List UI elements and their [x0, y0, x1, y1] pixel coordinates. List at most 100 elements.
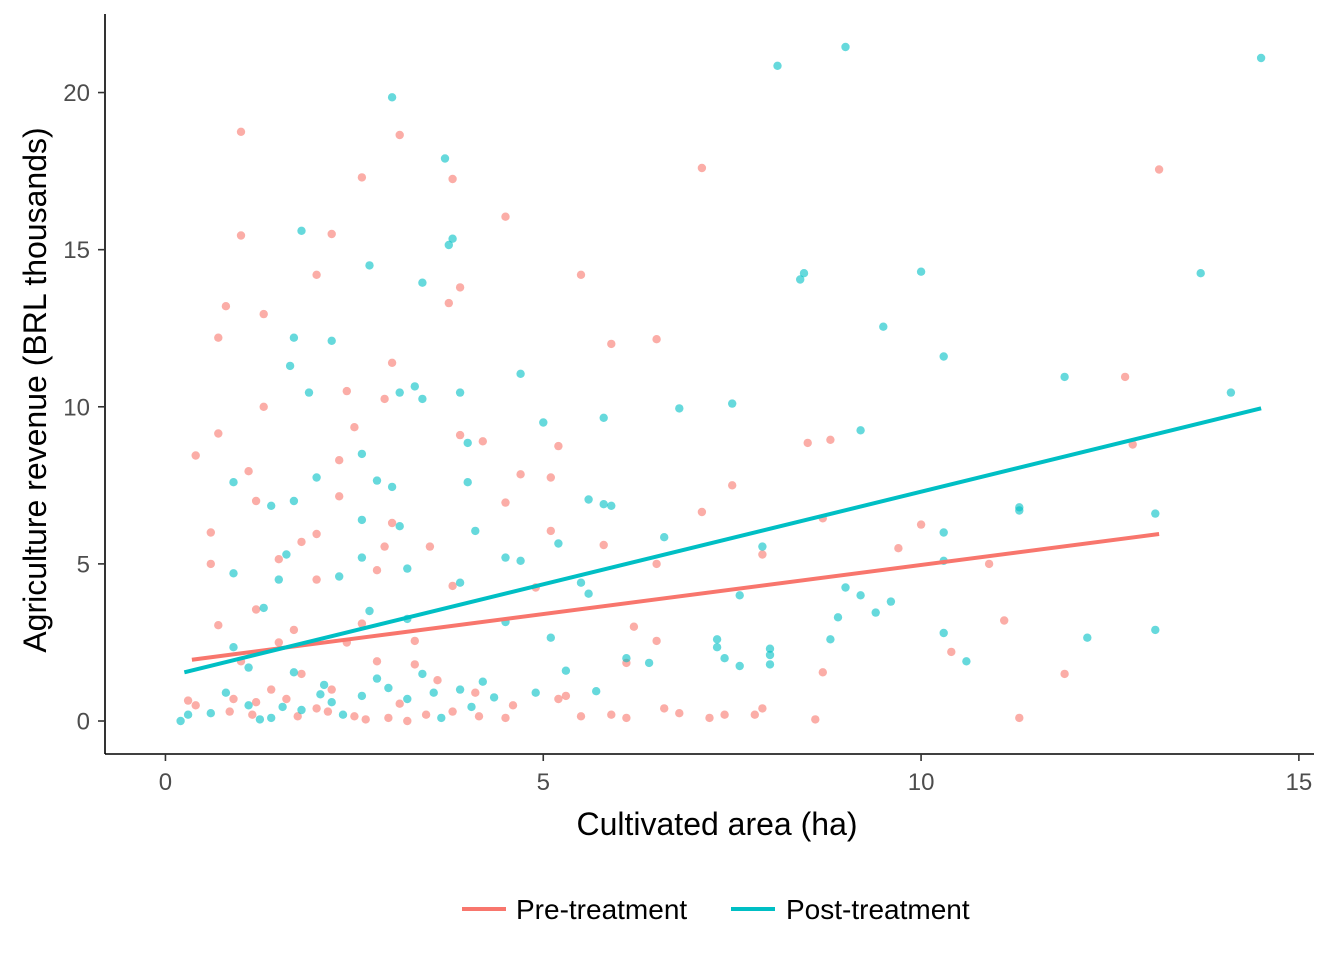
data-point-post-treatment-50	[939, 528, 948, 537]
data-point-pre-treatment-46	[758, 550, 767, 559]
data-point-pre-treatment-8	[576, 270, 586, 279]
points-layer	[176, 42, 1266, 726]
data-point-post-treatment-2	[773, 61, 782, 70]
data-point-pre-treatment-39	[312, 529, 321, 539]
data-point-pre-treatment-30	[728, 481, 737, 490]
data-point-pre-treatment-26	[554, 441, 563, 451]
data-point-pre-treatment-113	[421, 710, 431, 719]
data-point-post-treatment-12	[916, 267, 926, 276]
data-point-pre-treatment-29	[546, 473, 555, 482]
data-point-post-treatment-17	[939, 352, 948, 361]
data-point-post-treatment-5	[297, 226, 306, 235]
data-point-pre-treatment-28	[516, 470, 525, 479]
data-point-pre-treatment-22	[455, 430, 465, 440]
data-point-pre-treatment-34	[697, 507, 707, 517]
data-point-post-treatment-14	[879, 322, 888, 331]
data-point-pre-treatment-62	[652, 636, 661, 646]
data-point-pre-treatment-77	[501, 713, 510, 723]
data-point-post-treatment-117	[429, 688, 438, 697]
data-point-post-treatment-39	[289, 496, 299, 506]
data-point-post-treatment-118	[489, 693, 499, 702]
data-point-pre-treatment-102	[803, 438, 812, 448]
data-point-post-treatment-91	[372, 674, 382, 683]
data-point-post-treatment-10	[796, 275, 805, 284]
data-point-pre-treatment-41	[380, 542, 389, 551]
data-point-pre-treatment-71	[251, 698, 261, 707]
data-point-pre-treatment-83	[750, 710, 759, 719]
data-point-pre-treatment-104	[1154, 165, 1164, 174]
data-point-post-treatment-44	[1015, 506, 1024, 515]
data-point-pre-treatment-19	[259, 402, 268, 411]
y-axis-ticks: 0 5 10 15 20	[63, 80, 105, 736]
data-point-pre-treatment-16	[387, 358, 397, 367]
data-point-pre-treatment-60	[357, 619, 367, 628]
data-point-pre-treatment-48	[206, 559, 215, 569]
data-point-post-treatment-70	[259, 603, 268, 613]
data-point-post-treatment-51	[660, 533, 669, 542]
data-point-post-treatment-85	[561, 666, 571, 675]
data-point-pre-treatment-84	[811, 715, 820, 724]
data-point-post-treatment-87	[229, 643, 238, 652]
data-point-post-treatment-26	[1226, 388, 1236, 397]
data-point-post-treatment-101	[327, 698, 336, 707]
data-point-pre-treatment-57	[1000, 616, 1009, 625]
data-point-post-treatment-46	[267, 501, 276, 510]
data-point-post-treatment-120	[437, 713, 446, 723]
x-tick-label: 0	[159, 769, 172, 796]
data-point-pre-treatment-76	[448, 707, 457, 716]
data-point-post-treatment-65	[584, 589, 593, 598]
data-point-pre-treatment-18	[380, 394, 389, 404]
data-point-pre-treatment-3	[448, 174, 457, 184]
data-point-pre-treatment-33	[501, 498, 510, 507]
data-point-post-treatment-4	[440, 154, 450, 163]
data-point-post-treatment-8	[365, 261, 374, 270]
data-point-pre-treatment-15	[607, 339, 616, 349]
data-point-post-treatment-119	[467, 702, 476, 712]
data-point-pre-treatment-100	[561, 691, 571, 701]
data-point-pre-treatment-89	[607, 710, 616, 719]
data-point-post-treatment-25	[455, 388, 465, 397]
data-point-post-treatment-54	[403, 564, 412, 573]
data-point-post-treatment-21	[410, 382, 419, 391]
data-point-post-treatment-78	[1083, 633, 1092, 642]
data-point-pre-treatment-13	[214, 333, 223, 342]
data-point-post-treatment-97	[206, 709, 215, 718]
data-point-post-treatment-98	[244, 701, 253, 710]
data-point-post-treatment-63	[455, 578, 465, 587]
data-point-post-treatment-103	[403, 694, 412, 704]
data-point-post-treatment-52	[282, 550, 291, 559]
data-point-pre-treatment-67	[818, 668, 827, 677]
data-point-post-treatment-60	[229, 569, 238, 578]
data-point-post-treatment-109	[765, 660, 775, 669]
data-point-pre-treatment-107	[225, 707, 234, 716]
data-point-post-treatment-23	[304, 388, 314, 397]
data-point-post-treatment-116	[384, 683, 393, 693]
data-point-pre-treatment-25	[335, 456, 344, 465]
data-point-post-treatment-64	[576, 578, 586, 587]
data-point-post-treatment-1	[1256, 53, 1266, 63]
data-point-pre-treatment-50	[652, 559, 661, 569]
data-point-post-treatment-53	[357, 553, 367, 562]
data-point-pre-treatment-74	[350, 712, 359, 721]
data-point-post-treatment-90	[319, 680, 329, 690]
data-point-post-treatment-68	[856, 591, 865, 600]
data-point-pre-treatment-75	[395, 699, 404, 708]
data-point-post-treatment-95	[176, 716, 185, 726]
data-point-post-treatment-96	[183, 710, 193, 719]
data-point-post-treatment-82	[720, 654, 729, 663]
data-point-post-treatment-45	[1151, 509, 1160, 518]
data-point-post-treatment-83	[622, 654, 631, 663]
data-point-post-treatment-86	[962, 657, 971, 666]
data-point-post-treatment-110	[712, 643, 722, 652]
y-tick-label: 0	[77, 709, 90, 736]
data-point-pre-treatment-64	[410, 636, 419, 646]
data-point-pre-treatment-2	[357, 173, 367, 182]
data-point-pre-treatment-58	[629, 622, 639, 631]
data-point-pre-treatment-111	[361, 715, 370, 724]
data-point-post-treatment-75	[712, 635, 722, 644]
data-point-pre-treatment-73	[312, 704, 321, 713]
data-point-pre-treatment-69	[191, 701, 200, 710]
x-tick-label: 5	[537, 769, 550, 796]
trend-lines	[183, 406, 1262, 675]
data-point-post-treatment-11	[418, 278, 427, 287]
